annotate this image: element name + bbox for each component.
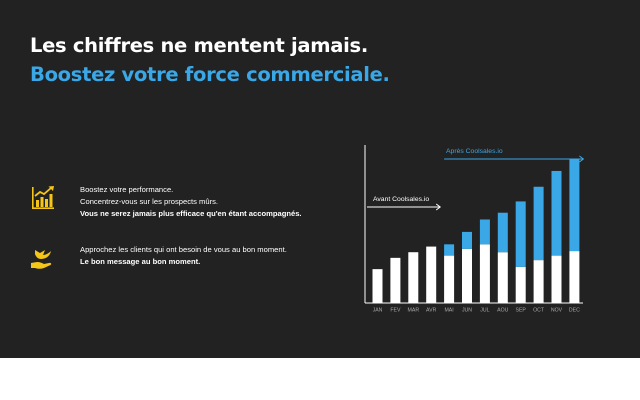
bar-apres-nov — [551, 170, 562, 256]
bird-hand-icon — [30, 244, 56, 272]
x-tick-label: SEP — [516, 308, 527, 314]
bar-apres-aou — [497, 212, 508, 253]
annotation-label: Avant Coolsales.io — [373, 196, 429, 203]
sales-bar-chart: JAN FEV MAR AVR MAI JUN JUL AOU SEP OCT NOV DEC Avan… — [364, 145, 585, 314]
headline: Les chiffres ne mentent jamais. Boostez … — [30, 31, 390, 89]
x-tick-label: JUL — [480, 308, 489, 314]
bar-apres-dec — [569, 158, 580, 252]
feature-line: Concentrez-vous sur les prospects mûrs. — [80, 197, 219, 206]
bar-avant-fev — [390, 257, 401, 303]
x-tick-label: JUN — [462, 308, 472, 314]
bar-avant-sep — [515, 266, 526, 303]
x-tick-label: MAR — [408, 308, 420, 314]
page-bottom-area — [0, 358, 640, 400]
bar-avant-jun — [462, 248, 472, 303]
headline-line-1: Les chiffres ne mentent jamais. — [30, 34, 368, 57]
feature-line-bold: Vous ne serez jamais plus efficace qu'en… — [80, 209, 302, 218]
bar-apres-jul — [479, 219, 490, 245]
bar-avant-mai — [444, 255, 455, 303]
hero-panel: Les chiffres ne mentent jamais. Boostez … — [0, 0, 640, 358]
x-tick-label: AOU — [497, 308, 508, 314]
x-tick-label: DEC — [569, 308, 580, 314]
feature-performance-text: Boostez votre performance. Concentrez-vo… — [80, 184, 302, 220]
bar-apres-mai — [444, 244, 455, 256]
bar-avant-mar — [408, 252, 419, 303]
bar-apres-sep — [515, 201, 526, 267]
annotation-arrow-head — [579, 155, 585, 163]
growth-chart-icon — [30, 184, 56, 212]
bar-avant-nov — [551, 255, 562, 303]
bar-apres-oct — [533, 186, 544, 261]
bar-apres-jun — [462, 231, 472, 249]
x-tick-label: FEV — [390, 308, 401, 314]
annotation-label: Après Coolsales.io — [446, 148, 503, 155]
feature-line: Approchez les clients qui ont besoin de … — [80, 245, 287, 254]
bar-avant-oct — [533, 260, 544, 303]
x-tick-label: NOV — [551, 308, 563, 314]
bar-avant-aou — [497, 252, 508, 303]
bar-avant-jan — [372, 269, 383, 303]
headline-line-2: Boostez votre force commerciale. — [30, 63, 390, 86]
x-tick-label: JAN — [373, 308, 383, 314]
x-tick-label: OCT — [533, 308, 545, 314]
x-tick-label: AVR — [426, 308, 437, 314]
bar-avant-dec — [569, 251, 580, 303]
feature-line-bold: Le bon message au bon moment. — [80, 257, 201, 266]
bar-avant-avr — [426, 246, 437, 303]
feature-timing-text: Approchez les clients qui ont besoin de … — [80, 244, 287, 268]
annotation-arrow-head — [435, 203, 442, 211]
feature-line: Boostez votre performance. — [80, 185, 174, 194]
bar-avant-jul — [479, 244, 490, 303]
x-tick-label: MAI — [444, 308, 453, 314]
